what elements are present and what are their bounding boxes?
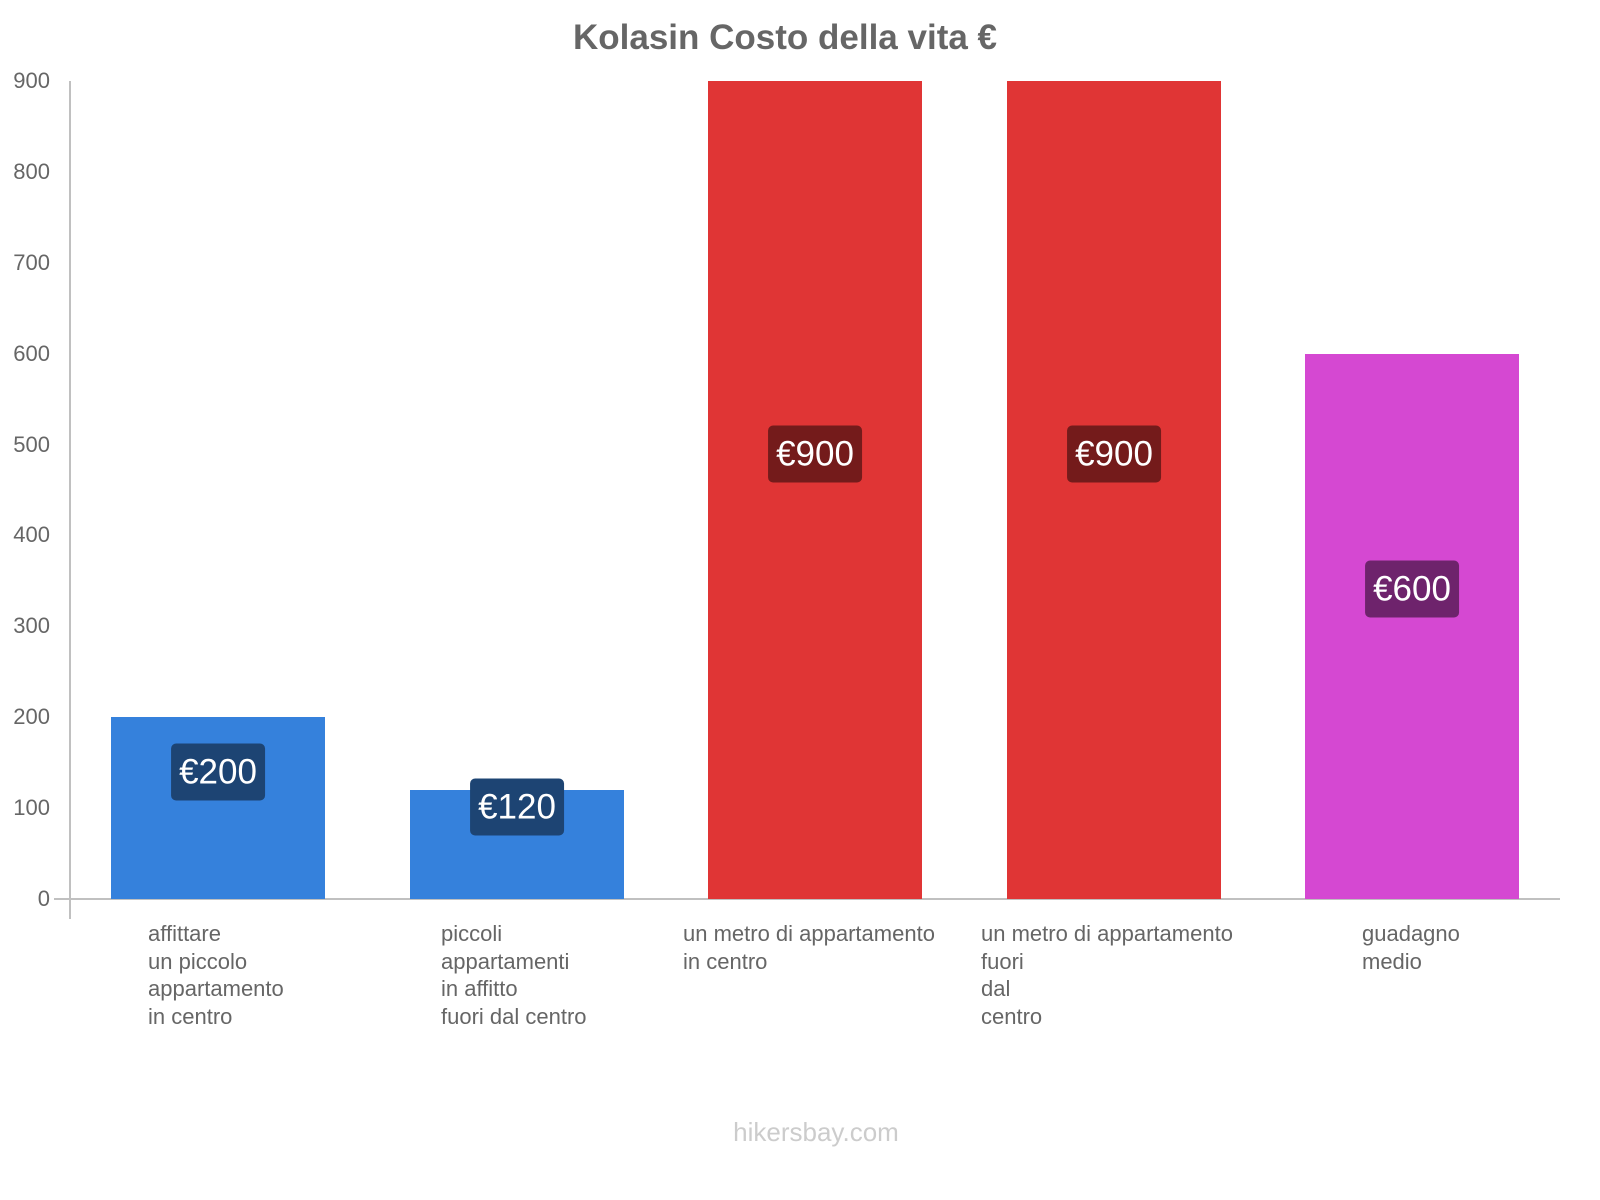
chart-title: Kolasin Costo della vita € [573, 18, 997, 57]
y-tick-label: 500 [13, 431, 50, 457]
bar-value-label: €900 [1067, 425, 1161, 483]
x-axis-category-label: un metro di appartamento fuori dal centr… [981, 921, 1233, 1029]
bar[interactable] [708, 81, 922, 899]
y-tick-label: 900 [13, 68, 50, 93]
bar-value-label: €200 [171, 743, 265, 801]
y-tick-label: 0 [37, 886, 50, 911]
bar[interactable] [1007, 81, 1221, 899]
bar-value-label: €600 [1365, 560, 1459, 618]
watermark: hikersbay.com [733, 1117, 899, 1147]
y-tick-label: 700 [13, 249, 50, 275]
y-axis-line [69, 81, 71, 919]
bar-value-label: €120 [470, 778, 564, 836]
x-axis-line [54, 898, 1560, 900]
x-axis-category-label: guadagno medio [1362, 921, 1460, 974]
x-axis-category-label: piccoli appartamenti in affitto fuori da… [441, 921, 587, 1029]
bar[interactable] [1305, 353, 1519, 899]
y-tick-label: 600 [13, 340, 50, 366]
y-tick-label: 800 [13, 158, 50, 184]
y-tick-label: 300 [13, 613, 50, 639]
x-axis-category-label: un metro di appartamento in centro [683, 921, 935, 974]
y-tick-label: 400 [13, 522, 50, 548]
y-tick-label: 200 [13, 704, 50, 730]
bar-value-label: €900 [768, 425, 862, 483]
y-tick-label: 100 [13, 795, 50, 821]
x-axis-category-label: affittare un piccolo appartamento in cen… [148, 921, 284, 1029]
